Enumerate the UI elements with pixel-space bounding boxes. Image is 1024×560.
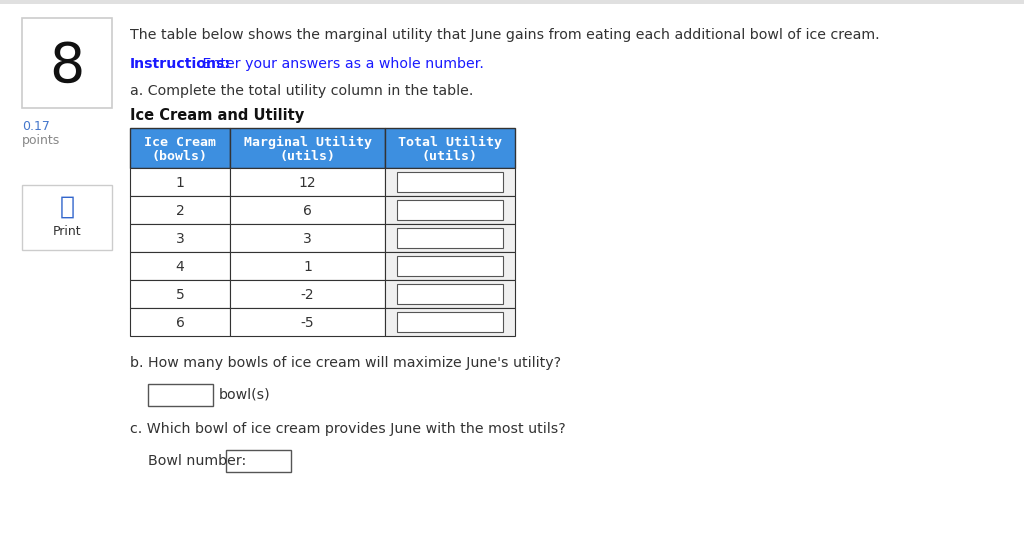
Bar	[130, 224, 230, 252]
Text: Ice Cream and Utility: Ice Cream and Utility	[130, 108, 304, 123]
Bar	[397, 256, 503, 276]
Text: 12: 12	[299, 176, 316, 190]
Text: Bowl number:: Bowl number:	[148, 454, 246, 468]
Text: Ice Cream: Ice Cream	[144, 136, 216, 149]
Text: 5: 5	[176, 288, 184, 302]
Bar	[385, 196, 515, 224]
Bar	[230, 196, 385, 224]
Text: 3: 3	[176, 232, 184, 246]
Text: (utils): (utils)	[422, 150, 478, 163]
Bar	[397, 228, 503, 248]
Text: points: points	[22, 134, 60, 147]
Text: 2: 2	[176, 204, 184, 218]
Bar	[130, 196, 230, 224]
Bar	[130, 280, 230, 308]
Text: Total Utility: Total Utility	[398, 136, 502, 149]
Bar	[385, 280, 515, 308]
Bar	[385, 168, 515, 196]
Text: a. Complete the total utility column in the table.: a. Complete the total utility column in …	[130, 84, 473, 98]
Bar	[230, 168, 385, 196]
Text: Enter your answers as a whole number.: Enter your answers as a whole number.	[198, 57, 484, 71]
Text: Marginal Utility: Marginal Utility	[244, 136, 372, 149]
Text: b. How many bowls of ice cream will maximize June's utility?: b. How many bowls of ice cream will maxi…	[130, 356, 561, 370]
Text: 3: 3	[303, 232, 312, 246]
Text: 🖨: 🖨	[59, 195, 75, 219]
Bar	[230, 128, 385, 168]
Text: 6: 6	[175, 316, 184, 330]
Bar	[230, 280, 385, 308]
Bar	[397, 172, 503, 192]
Text: 1: 1	[303, 260, 312, 274]
Bar	[397, 312, 503, 332]
Text: 1: 1	[175, 176, 184, 190]
Text: 0.17: 0.17	[22, 120, 50, 133]
Bar	[130, 252, 230, 280]
Bar	[385, 308, 515, 336]
Bar	[130, 308, 230, 336]
Text: (utils): (utils)	[280, 150, 336, 163]
Bar	[226, 450, 291, 472]
Text: 8: 8	[49, 40, 85, 94]
Text: c. Which bowl of ice cream provides June with the most utils?: c. Which bowl of ice cream provides June…	[130, 422, 565, 436]
Bar	[0, 0, 1024, 4]
Text: Print: Print	[52, 225, 81, 238]
Bar	[230, 224, 385, 252]
Bar	[130, 128, 230, 168]
Bar	[385, 224, 515, 252]
Bar	[230, 252, 385, 280]
Bar	[385, 252, 515, 280]
Bar	[130, 168, 230, 196]
Bar	[230, 308, 385, 336]
Bar	[397, 200, 503, 220]
Text: -5: -5	[301, 316, 314, 330]
Bar	[397, 284, 503, 304]
Bar	[22, 185, 112, 250]
Text: Instructions:: Instructions:	[130, 57, 231, 71]
Text: bowl(s): bowl(s)	[219, 388, 270, 402]
Text: The table below shows the marginal utility that June gains from eating each addi: The table below shows the marginal utili…	[130, 28, 880, 42]
Text: (bowls): (bowls)	[152, 150, 208, 163]
Bar	[148, 384, 213, 406]
Text: 4: 4	[176, 260, 184, 274]
Text: 6: 6	[303, 204, 312, 218]
Text: -2: -2	[301, 288, 314, 302]
Bar	[22, 18, 112, 108]
Bar	[385, 128, 515, 168]
